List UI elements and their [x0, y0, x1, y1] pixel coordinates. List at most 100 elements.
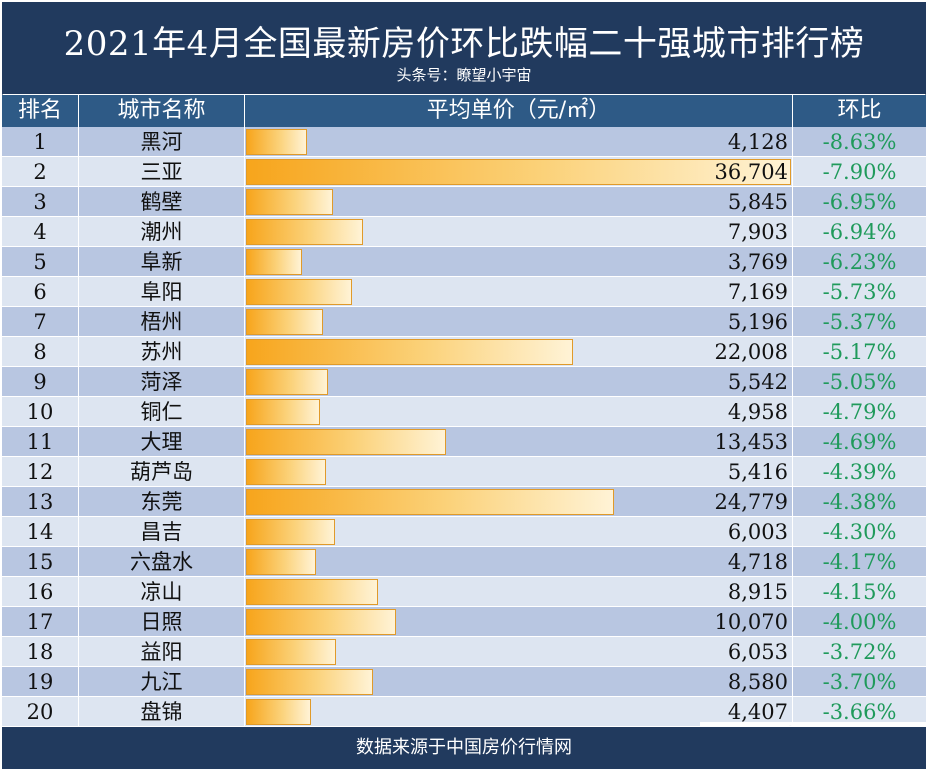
price-value: 4,407 — [727, 700, 788, 724]
rank-cell: 18 — [2, 637, 79, 666]
rank-cell: 6 — [2, 277, 79, 306]
table-row: 2 三亚 36,704 -7.90% — [2, 157, 926, 187]
city-cell: 盘锦 — [79, 697, 245, 726]
price-bar — [246, 159, 791, 185]
city-cell: 梧州 — [79, 307, 245, 336]
table-row: 4 潮州 7,903 -6.94% — [2, 217, 926, 247]
rank-cell: 8 — [2, 337, 79, 366]
price-cell: 4,128 — [245, 127, 793, 156]
title-block: 2021年4月全国最新房价环比跌幅二十强城市排行榜 头条号：瞭望小宇宙 — [2, 2, 926, 94]
source-footer: 数据来源于中国房价行情网 — [2, 727, 926, 769]
city-cell: 益阳 — [79, 637, 245, 666]
table-row: 10 铜仁 4,958 -4.79% — [2, 397, 926, 427]
change-cell: -4.39% — [822, 460, 897, 484]
price-bar — [246, 309, 323, 335]
price-bar — [246, 279, 352, 305]
header-rank: 排名 — [2, 95, 79, 127]
rank-cell: 13 — [2, 487, 79, 516]
city-cell: 铜仁 — [79, 397, 245, 426]
city-cell: 六盘水 — [79, 547, 245, 576]
change-cell: -5.73% — [822, 280, 897, 304]
table-row: 9 菏泽 5,542 -5.05% — [2, 367, 926, 397]
price-bar — [246, 549, 316, 575]
change-cell: -6.95% — [822, 190, 897, 214]
rank-cell: 17 — [2, 607, 79, 636]
rank-cell: 10 — [2, 397, 79, 426]
price-cell: 4,718 — [245, 547, 793, 576]
price-cell: 7,903 — [245, 217, 793, 246]
price-bar — [246, 579, 378, 605]
rank-cell: 15 — [2, 547, 79, 576]
price-value: 8,915 — [727, 580, 788, 604]
price-cell: 24,779 — [245, 487, 793, 516]
rank-cell: 19 — [2, 667, 79, 696]
table-row: 13 东莞 24,779 -4.38% — [2, 487, 926, 517]
table-row: 17 日照 10,070 -4.00% — [2, 607, 926, 637]
price-bar — [246, 369, 328, 395]
table-row: 16 凉山 8,915 -4.15% — [2, 577, 926, 607]
table-row: 12 葫芦岛 5,416 -4.39% — [2, 457, 926, 487]
change-cell: -4.38% — [822, 490, 897, 514]
price-bar — [246, 639, 336, 665]
price-value: 4,958 — [727, 400, 788, 424]
price-bar — [246, 399, 320, 425]
change-cell: -4.79% — [822, 400, 897, 424]
price-value: 24,779 — [714, 490, 788, 514]
city-cell: 苏州 — [79, 337, 245, 366]
rank-cell: 2 — [2, 157, 79, 186]
chart-subtitle: 头条号：瞭望小宇宙 — [396, 66, 532, 84]
rank-cell: 14 — [2, 517, 79, 546]
price-value: 13,453 — [714, 430, 788, 454]
price-cell: 22,008 — [245, 337, 793, 366]
change-cell: -3.70% — [822, 670, 897, 694]
price-cell: 6,003 — [245, 517, 793, 546]
table-row: 15 六盘水 4,718 -4.17% — [2, 547, 926, 577]
price-value: 22,008 — [714, 340, 788, 364]
rank-cell: 16 — [2, 577, 79, 606]
city-cell: 三亚 — [79, 157, 245, 186]
price-bar — [246, 249, 302, 275]
rank-cell: 3 — [2, 187, 79, 216]
price-bar — [246, 669, 373, 695]
price-value: 7,903 — [727, 220, 788, 244]
price-value: 7,169 — [727, 280, 788, 304]
table-row: 1 黑河 4,128 -8.63% — [2, 127, 926, 157]
table-row: 3 鹤壁 5,845 -6.95% — [2, 187, 926, 217]
price-bar — [246, 339, 573, 365]
torn-edge — [700, 722, 926, 732]
table-row: 7 梧州 5,196 -5.37% — [2, 307, 926, 337]
price-value: 10,070 — [714, 610, 788, 634]
city-cell: 潮州 — [79, 217, 245, 246]
price-bar — [246, 609, 396, 635]
price-value: 5,416 — [727, 460, 788, 484]
city-cell: 阜阳 — [79, 277, 245, 306]
table-row: 19 九江 8,580 -3.70% — [2, 667, 926, 697]
price-cell: 13,453 — [245, 427, 793, 456]
rank-cell: 20 — [2, 697, 79, 726]
change-cell: -6.94% — [822, 220, 897, 244]
price-cell: 5,542 — [245, 367, 793, 396]
price-cell: 5,416 — [245, 457, 793, 486]
table-row: 8 苏州 22,008 -5.17% — [2, 337, 926, 367]
price-value: 8,580 — [727, 670, 788, 694]
price-value: 6,003 — [727, 520, 788, 544]
price-cell: 8,915 — [245, 577, 793, 606]
city-cell: 阜新 — [79, 247, 245, 276]
table-row: 18 益阳 6,053 -3.72% — [2, 637, 926, 667]
city-cell: 葫芦岛 — [79, 457, 245, 486]
header-change: 环比 — [837, 98, 882, 123]
city-cell: 东莞 — [79, 487, 245, 516]
price-value: 4,718 — [727, 550, 788, 574]
price-cell: 5,196 — [245, 307, 793, 336]
change-cell: -5.17% — [822, 340, 897, 364]
table-row: 11 大理 13,453 -4.69% — [2, 427, 926, 457]
price-bar — [246, 699, 311, 725]
table-row: 5 阜新 3,769 -6.23% — [2, 247, 926, 277]
city-cell: 凉山 — [79, 577, 245, 606]
price-cell: 3,769 — [245, 247, 793, 276]
rank-cell: 5 — [2, 247, 79, 276]
price-cell: 4,958 — [245, 397, 793, 426]
price-cell: 7,169 — [245, 277, 793, 306]
change-cell: -4.30% — [822, 520, 897, 544]
city-cell: 菏泽 — [79, 367, 245, 396]
